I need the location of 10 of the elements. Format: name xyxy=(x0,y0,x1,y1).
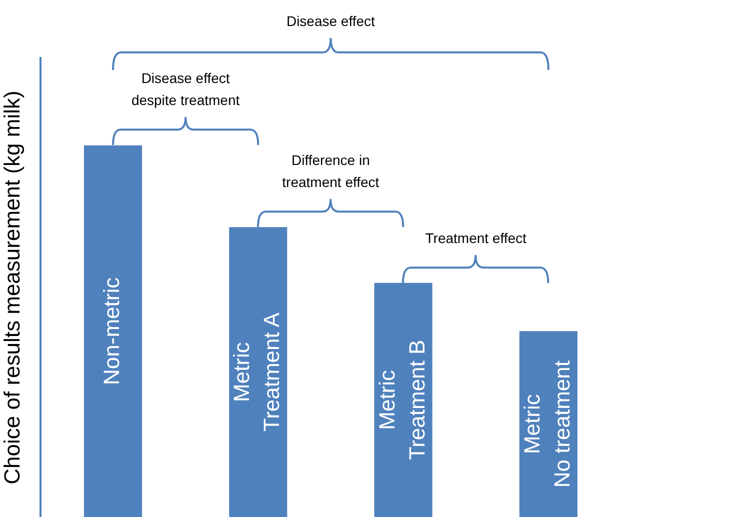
annotation: Treatment effect xyxy=(424,228,528,248)
text: Disease effect xyxy=(285,12,376,31)
y-axis-title: Choice of results measurement (kg milk) xyxy=(0,90,24,484)
x-tick-label: Metric No treatment xyxy=(519,360,574,488)
bar xyxy=(519,331,578,517)
x-tick-label: Metric Treatment B xyxy=(374,340,430,460)
annotation: Difference in treatment effect xyxy=(281,151,380,192)
x-tick-label: Non-metric xyxy=(99,277,124,385)
text: Disease effect despite treatment xyxy=(130,69,241,110)
x-tick-label: Metric Treatment A xyxy=(229,312,284,432)
